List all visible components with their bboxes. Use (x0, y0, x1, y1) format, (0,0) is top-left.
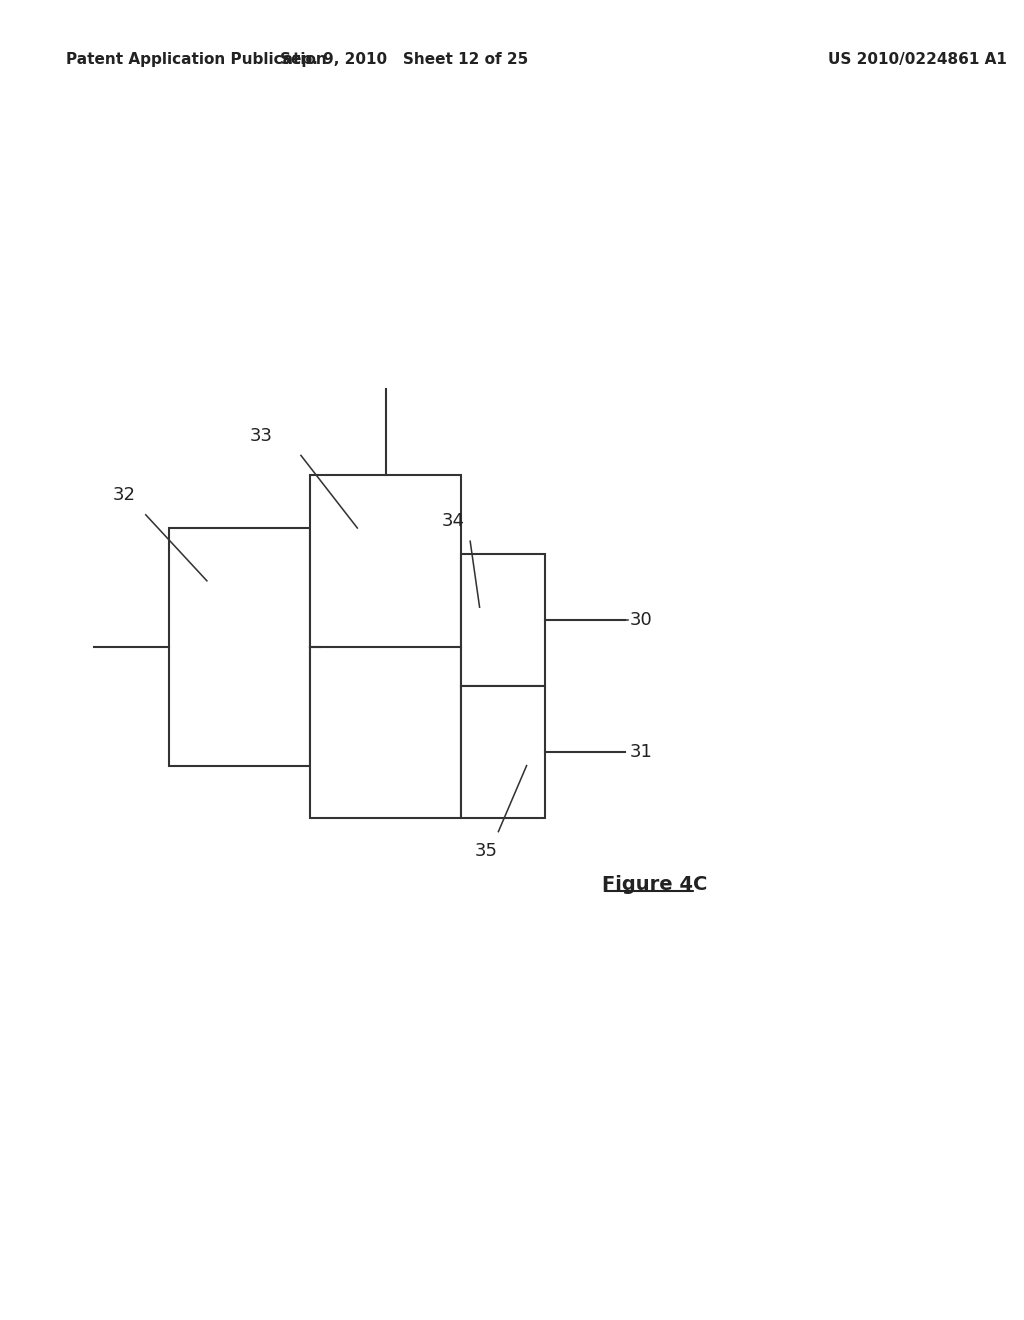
Text: Patent Application Publication: Patent Application Publication (66, 51, 327, 67)
Text: US 2010/0224861 A1: US 2010/0224861 A1 (827, 51, 1007, 67)
Text: 33: 33 (249, 426, 272, 445)
Text: Sep. 9, 2010   Sheet 12 of 25: Sep. 9, 2010 Sheet 12 of 25 (281, 51, 528, 67)
Text: Figure 4C: Figure 4C (602, 875, 708, 894)
Text: 30: 30 (630, 611, 652, 630)
Text: 31: 31 (630, 743, 653, 762)
Bar (169, 528, 310, 766)
Text: 32: 32 (113, 486, 136, 504)
Bar (461, 554, 546, 686)
Text: 34: 34 (442, 512, 465, 531)
Text: 35: 35 (475, 842, 498, 861)
Bar (461, 686, 546, 818)
Bar (310, 475, 461, 818)
